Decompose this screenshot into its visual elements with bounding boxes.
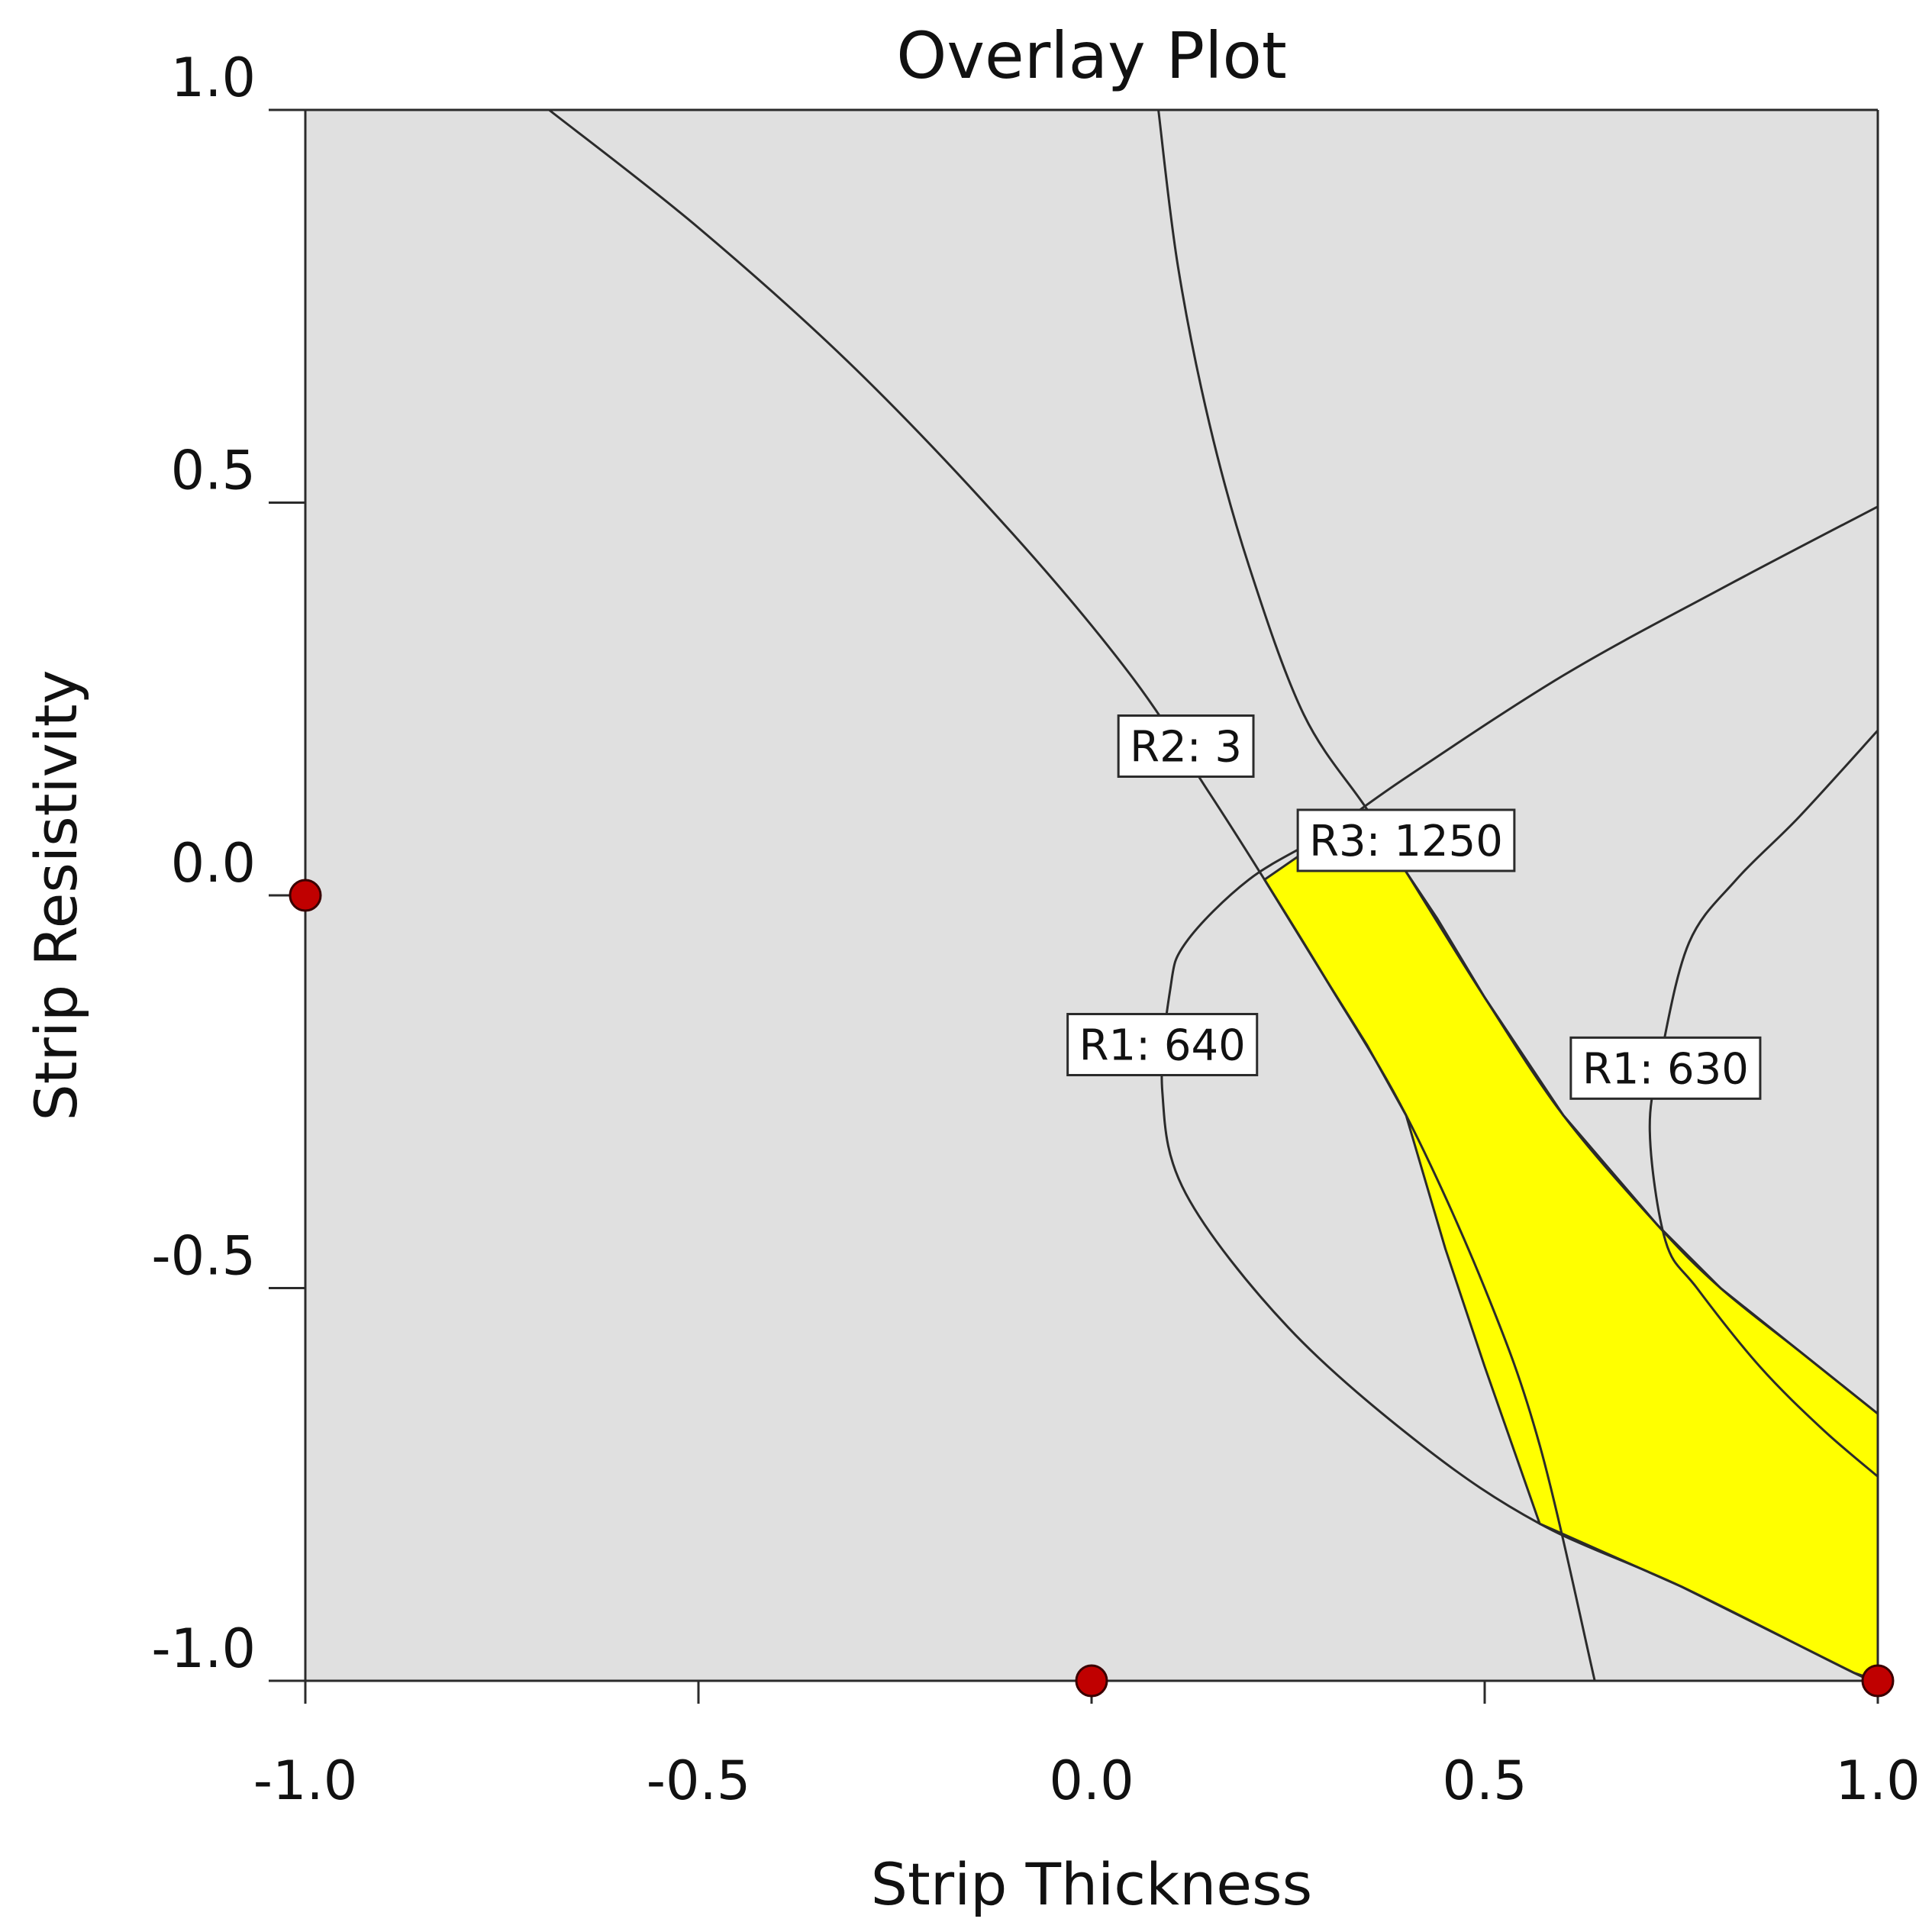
y-tick-label: 0.0 (171, 832, 256, 895)
design-points-layer (289, 879, 1895, 1698)
x-tick-label: 0.0 (1049, 1749, 1134, 1812)
contour-label-text: R2: 3 (1130, 722, 1242, 772)
contour-label-text: R1: 630 (1582, 1044, 1749, 1094)
contour-label-box (1066, 1013, 1259, 1077)
contour-label: R1: 630 (1569, 1036, 1762, 1100)
contour-label-box (1117, 714, 1255, 778)
y-axis-title: Strip Resistivity (22, 669, 90, 1121)
contour-label-box (1569, 1036, 1762, 1100)
design-point (1075, 1664, 1108, 1698)
axis-ticks-layer: -1.0 -0.5 0.0 0.5 1.0 -1.0 -0.5 0.0 0.5 1.0 (151, 47, 1920, 1812)
contour-label-text: R3: 1250 (1309, 817, 1503, 866)
y-tick-label: -0.5 (151, 1225, 256, 1288)
contour-label: R3: 1250 (1296, 808, 1516, 872)
y-tick-label: -1.0 (151, 1617, 256, 1680)
contour-label: R2: 3 (1117, 714, 1255, 778)
contour-label: R1: 640 (1066, 1013, 1259, 1077)
x-tick-label: -1.0 (253, 1749, 358, 1812)
y-tick-label: 1.0 (171, 47, 256, 109)
contour-label-text: R1: 640 (1079, 1021, 1246, 1071)
contour-line (548, 108, 1596, 1682)
y-tick-label: 0.5 (171, 440, 256, 502)
contour-label-box (1296, 808, 1516, 872)
x-tick-label: 1.0 (1835, 1749, 1920, 1812)
x-axis-title: Strip Thickness (871, 1850, 1312, 1918)
design-point (289, 879, 322, 912)
contour-labels-layer: R2: 3 R3: 1250 R1: 640 R1: 630 (1066, 714, 1762, 1100)
contour-line (1648, 729, 1879, 1478)
design-point (1861, 1664, 1895, 1698)
chart-title: Overlay Plot (896, 18, 1287, 93)
x-tick-label: -0.5 (647, 1749, 751, 1812)
x-tick-label: 0.5 (1442, 1749, 1527, 1812)
